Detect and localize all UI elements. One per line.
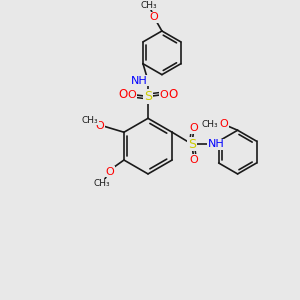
Text: CH₃: CH₃: [82, 116, 98, 125]
Text: O: O: [219, 119, 228, 129]
Text: O: O: [190, 123, 198, 133]
Text: O: O: [190, 155, 198, 165]
Text: O: O: [150, 12, 158, 22]
Text: S: S: [188, 138, 196, 151]
Text: O: O: [96, 121, 104, 131]
Text: S: S: [144, 90, 152, 103]
Text: NH: NH: [208, 139, 225, 149]
Text: O: O: [106, 167, 114, 177]
Text: CH₃: CH₃: [141, 1, 157, 10]
Text: O: O: [160, 89, 168, 100]
Text: O: O: [169, 88, 178, 101]
Text: O: O: [128, 89, 136, 100]
Text: CH₃: CH₃: [202, 120, 218, 129]
Text: CH₃: CH₃: [94, 179, 110, 188]
Text: O: O: [118, 88, 127, 101]
Text: NH: NH: [131, 76, 148, 85]
